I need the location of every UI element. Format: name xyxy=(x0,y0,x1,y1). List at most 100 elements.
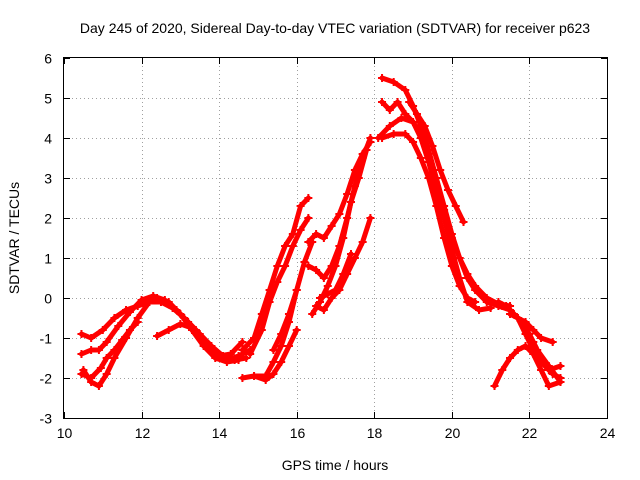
data-point-sat-s xyxy=(455,282,464,290)
data-point-sat-d xyxy=(102,354,111,362)
data-point-sat-p xyxy=(401,86,410,94)
data-point-sat-r xyxy=(424,158,433,166)
data-point-sat-y xyxy=(544,366,553,374)
data-point-sat-m xyxy=(347,198,356,206)
series-sat-f xyxy=(239,195,311,353)
data-point-sat-g xyxy=(288,242,297,250)
data-point-sat-g xyxy=(265,298,274,306)
data-point-sat-b xyxy=(114,322,123,330)
data-point-sat-a xyxy=(238,338,247,346)
data-point-sat-b xyxy=(87,346,96,354)
data-point-sat-w xyxy=(537,334,546,342)
data-point-sat-a xyxy=(87,334,96,342)
data-point-sat-n xyxy=(358,238,367,246)
data-point-sat-d xyxy=(118,336,127,344)
data-point-sat-y xyxy=(537,358,546,366)
data-point-sat-b xyxy=(137,296,146,304)
data-point-sat-b xyxy=(242,354,251,362)
plot-frame xyxy=(63,57,608,419)
x-tick-label: 12 xyxy=(135,425,151,441)
data-point-sat-d xyxy=(77,370,86,378)
data-point-sat-n xyxy=(319,306,328,314)
data-point-sat-k xyxy=(312,266,321,274)
data-point-sat-q xyxy=(463,274,472,282)
data-point-sat-n xyxy=(327,294,336,302)
data-point-sat-o xyxy=(331,286,340,294)
data-point-sat-w xyxy=(548,338,557,346)
data-point-sat-o xyxy=(339,270,348,278)
data-point-sat-s xyxy=(401,130,410,138)
series-sat-d xyxy=(79,319,141,381)
y-tick-label: 4 xyxy=(44,131,52,147)
data-point-sat-c xyxy=(145,298,154,306)
data-point-sat-e xyxy=(164,326,173,334)
data-point-sat-t xyxy=(459,218,468,226)
data-point-sat-t xyxy=(436,166,445,174)
data-point-sat-a xyxy=(77,330,86,338)
data-point-sat-f xyxy=(288,230,297,238)
data-point-sat-l xyxy=(350,166,359,174)
x-tick-label: 20 xyxy=(445,425,461,441)
chart-title: Day 245 of 2020, Sidereal Day-to-day VTE… xyxy=(80,20,590,36)
data-point-sat-t xyxy=(443,186,452,194)
data-point-sat-r xyxy=(409,118,418,126)
data-point-sat-s xyxy=(416,154,425,162)
data-point-sat-b xyxy=(125,308,134,316)
data-point-sat-a xyxy=(110,314,119,322)
data-point-sat-i xyxy=(284,342,293,350)
data-point-sat-j xyxy=(269,346,278,354)
data-point-sat-i xyxy=(292,326,301,334)
data-point-sat-y xyxy=(521,330,530,338)
data-point-sat-d xyxy=(87,374,96,382)
data-point-sat-e xyxy=(153,332,162,340)
data-point-sat-f xyxy=(273,262,282,270)
x-tick-label: 14 xyxy=(212,425,228,441)
data-point-sat-j xyxy=(277,330,286,338)
data-point-sat-k xyxy=(304,262,313,270)
x-tick-label: 18 xyxy=(367,425,383,441)
data-point-sat-l xyxy=(312,230,321,238)
data-point-sat-t xyxy=(420,122,429,130)
data-point-sat-j xyxy=(284,310,293,318)
data-point-sat-r xyxy=(416,134,425,142)
y-axis-label: SDTVAR / TECUs xyxy=(6,182,22,294)
data-point-sat-r xyxy=(385,122,394,130)
y-tick-label: 2 xyxy=(44,211,52,227)
data-point-sat-d xyxy=(96,364,105,372)
data-point-sat-s xyxy=(389,130,398,138)
data-point-sat-x xyxy=(513,346,522,354)
x-tick-label: 10 xyxy=(57,425,73,441)
data-point-sat-c xyxy=(176,310,185,318)
data-point-sat-d xyxy=(110,346,119,354)
data-point-sat-k xyxy=(319,274,328,282)
data-point-sat-s xyxy=(378,134,387,142)
data-point-sat-m xyxy=(323,282,332,290)
data-point-sat-e xyxy=(199,338,208,346)
data-point-sat-i xyxy=(269,370,278,378)
data-point-sat-w xyxy=(521,318,530,326)
y-tick-label: 6 xyxy=(44,51,52,67)
data-point-sat-m xyxy=(339,234,348,242)
data-point-sat-o xyxy=(347,250,356,258)
series-sat-c xyxy=(80,295,241,389)
data-point-sat-g xyxy=(296,226,305,234)
data-point-sat-g xyxy=(246,350,255,358)
data-point-sat-a xyxy=(98,326,107,334)
data-point-sat-s xyxy=(432,202,441,210)
data-point-sat-b xyxy=(102,338,111,346)
data-point-sat-f xyxy=(304,194,313,202)
data-series xyxy=(77,74,565,390)
data-point-sat-h xyxy=(269,358,278,366)
data-point-sat-m xyxy=(308,310,317,318)
data-point-sat-m xyxy=(354,174,363,182)
data-point-sat-r xyxy=(486,304,495,312)
y-tick-label: 0 xyxy=(44,291,52,307)
data-point-sat-x xyxy=(490,382,499,390)
data-point-sat-q xyxy=(393,98,402,106)
data-point-sat-e xyxy=(176,320,185,328)
data-point-sat-s xyxy=(463,294,472,302)
data-point-sat-y xyxy=(513,314,522,322)
data-point-sat-x xyxy=(506,354,515,362)
data-point-sat-g xyxy=(281,262,290,270)
x-tick-label: 24 xyxy=(600,425,616,441)
